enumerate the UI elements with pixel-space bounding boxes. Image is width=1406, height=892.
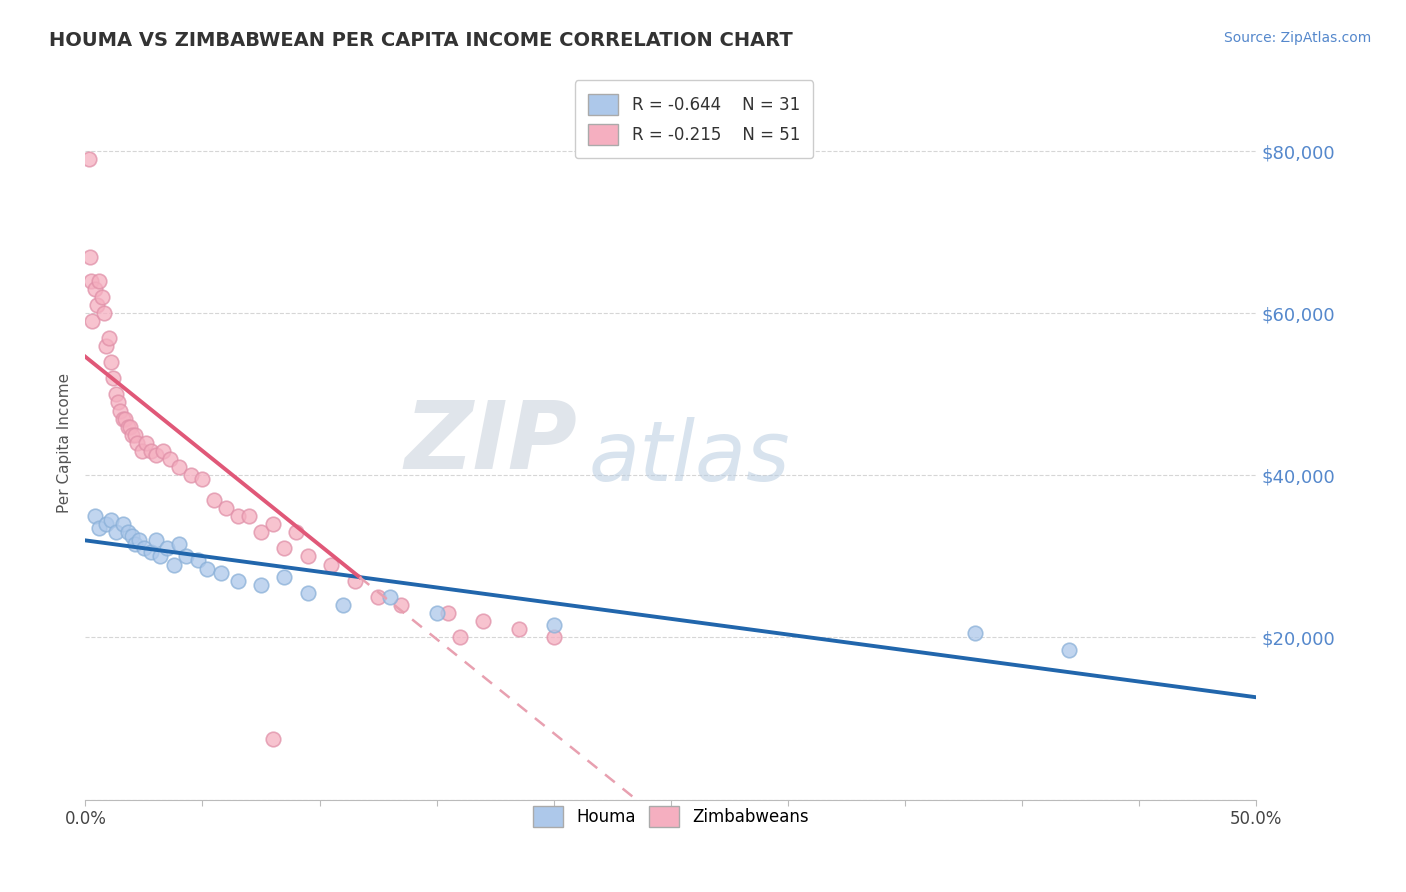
Point	[149, 549, 172, 564]
Point	[79, 250, 101, 264]
Point	[391, 598, 413, 612]
Point	[100, 513, 122, 527]
Point	[118, 419, 141, 434]
Point	[297, 549, 319, 564]
Point	[104, 525, 127, 540]
Point	[117, 525, 139, 540]
Legend: Houma, Zimbabweans: Houma, Zimbabweans	[526, 799, 815, 834]
Point	[121, 427, 143, 442]
Point	[174, 549, 197, 564]
Point	[273, 541, 295, 556]
Point	[121, 529, 143, 543]
Point	[117, 419, 139, 434]
Point	[100, 355, 122, 369]
Point	[152, 444, 174, 458]
Point	[82, 314, 104, 328]
Y-axis label: Per Capita Income: Per Capita Income	[58, 373, 72, 513]
Point	[209, 566, 232, 580]
Point	[449, 631, 471, 645]
Point	[111, 516, 134, 531]
Point	[139, 444, 162, 458]
Point	[378, 590, 401, 604]
Point	[83, 508, 105, 523]
Point	[472, 614, 495, 628]
Point	[508, 623, 530, 637]
Point	[367, 590, 389, 604]
Point	[139, 545, 162, 559]
Point	[215, 500, 238, 515]
Point	[250, 525, 273, 540]
Point	[86, 298, 108, 312]
Point	[262, 516, 284, 531]
Point	[77, 153, 100, 167]
Text: HOUMA VS ZIMBABWEAN PER CAPITA INCOME CORRELATION CHART: HOUMA VS ZIMBABWEAN PER CAPITA INCOME CO…	[49, 31, 793, 50]
Point	[145, 448, 167, 462]
Point	[163, 558, 186, 572]
Point	[135, 436, 157, 450]
Point	[96, 516, 118, 531]
Point	[187, 553, 209, 567]
Point	[543, 631, 565, 645]
Point	[167, 460, 190, 475]
Point	[90, 290, 112, 304]
Point	[110, 403, 132, 417]
Point	[114, 411, 136, 425]
Point	[238, 508, 260, 523]
Point	[124, 427, 146, 442]
Point	[273, 569, 295, 583]
Point	[226, 508, 249, 523]
Point	[128, 533, 150, 548]
Point	[104, 387, 127, 401]
Point	[297, 586, 319, 600]
Point	[131, 444, 153, 458]
Point	[93, 306, 115, 320]
Point	[543, 618, 565, 632]
Point	[124, 537, 146, 551]
Point	[89, 274, 111, 288]
Point	[332, 598, 354, 612]
Text: atlas: atlas	[589, 417, 790, 498]
Point	[191, 472, 214, 486]
Point	[250, 578, 273, 592]
Point	[343, 574, 366, 588]
Point	[426, 606, 449, 620]
Point	[1057, 642, 1080, 657]
Point	[195, 561, 218, 575]
Point	[145, 533, 167, 548]
Point	[167, 537, 190, 551]
Point	[97, 330, 120, 344]
Point	[125, 436, 148, 450]
Point	[262, 731, 284, 746]
Point	[83, 282, 105, 296]
Point	[965, 626, 987, 640]
Point	[132, 541, 155, 556]
Point	[80, 274, 103, 288]
Point	[159, 452, 181, 467]
Point	[226, 574, 249, 588]
Point	[89, 521, 111, 535]
Point	[202, 492, 225, 507]
Point	[111, 411, 134, 425]
Point	[180, 468, 202, 483]
Point	[103, 371, 125, 385]
Text: Source: ZipAtlas.com: Source: ZipAtlas.com	[1223, 31, 1371, 45]
Text: ZIP: ZIP	[404, 397, 576, 489]
Point	[321, 558, 343, 572]
Point	[437, 606, 460, 620]
Point	[107, 395, 129, 409]
Point	[285, 525, 308, 540]
Point	[156, 541, 179, 556]
Point	[96, 339, 118, 353]
